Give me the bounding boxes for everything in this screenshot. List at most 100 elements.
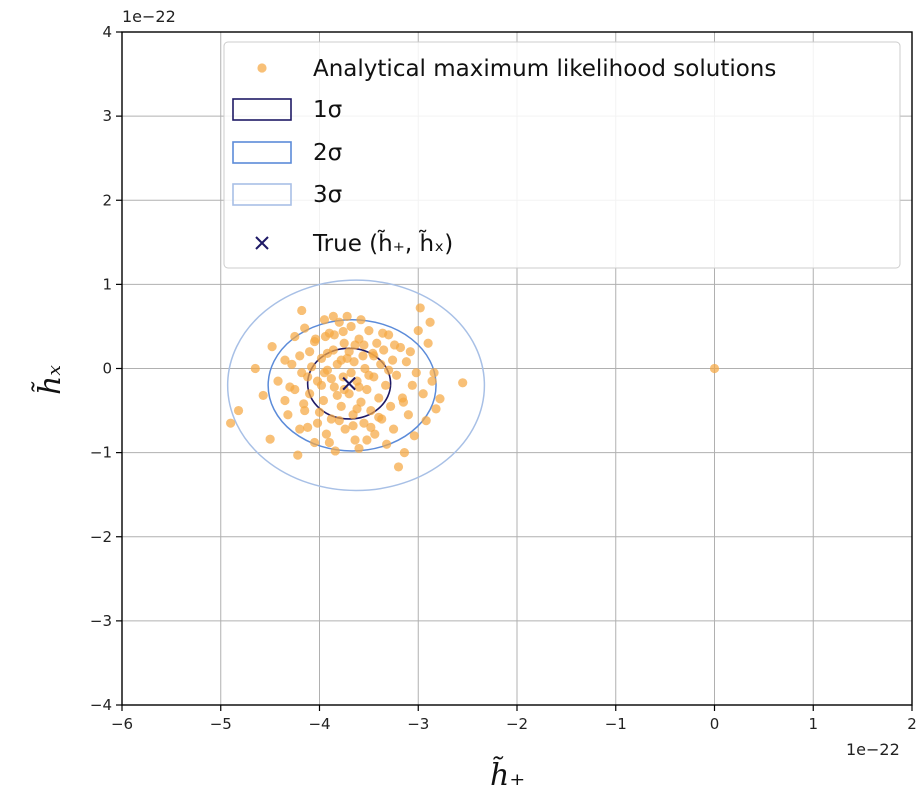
data-point <box>336 355 346 365</box>
data-point <box>305 389 315 399</box>
data-point <box>283 410 293 420</box>
data-point <box>427 376 437 386</box>
data-point <box>370 429 380 439</box>
data-point <box>388 424 399 434</box>
data-point <box>356 397 366 407</box>
legend-label: Analytical maximum likelihood solutions <box>313 56 776 82</box>
y-tick-label: −4 <box>90 696 112 714</box>
data-point <box>334 416 344 426</box>
data-point <box>265 434 275 444</box>
data-point <box>348 421 358 431</box>
data-point <box>346 321 356 332</box>
data-point <box>415 303 425 313</box>
x-tick-label: −3 <box>407 715 429 733</box>
data-point <box>359 418 369 428</box>
data-point <box>320 331 331 342</box>
x-scale-label: 1e−22 <box>846 740 900 759</box>
data-point <box>305 347 315 357</box>
y-tick-label: 4 <box>102 23 112 41</box>
data-point <box>332 390 342 401</box>
data-point <box>382 439 392 449</box>
data-point <box>399 448 410 458</box>
data-point <box>226 418 236 428</box>
legend-item: 2σ <box>232 140 342 166</box>
legend-marker-dot <box>257 63 267 73</box>
y-tick-label: 1 <box>102 275 112 293</box>
data-point <box>293 450 303 460</box>
data-point <box>287 359 297 369</box>
ticks: −6 −5 −4 −3 −2 −1 0 1 2 −4 −3 −2 −1 0 1 2 3 4 <box>90 23 916 733</box>
data-point <box>376 359 386 369</box>
data-point <box>391 370 402 380</box>
data-point <box>340 424 350 434</box>
data-point <box>374 393 384 403</box>
data-point <box>314 407 325 417</box>
y-tick-label: −1 <box>90 444 112 462</box>
data-point <box>352 404 362 414</box>
data-point <box>393 462 404 472</box>
data-point <box>431 404 441 414</box>
data-point <box>349 357 359 367</box>
data-point <box>344 347 354 357</box>
true-point-cross <box>342 376 356 391</box>
data-point <box>401 357 411 367</box>
data-point <box>709 363 720 374</box>
y-tick-label: 0 <box>102 360 112 378</box>
data-point <box>303 372 313 382</box>
data-point <box>372 338 382 348</box>
data-point <box>300 323 310 333</box>
legend-item: 3σ <box>232 182 342 208</box>
data-point <box>374 412 384 422</box>
data-point <box>299 399 309 409</box>
data-point <box>233 405 244 416</box>
data-point <box>356 315 366 325</box>
data-point <box>329 330 339 340</box>
data-point <box>366 422 376 432</box>
data-point <box>354 443 364 454</box>
data-point <box>350 340 360 350</box>
data-point <box>405 347 415 357</box>
data-point <box>290 384 300 395</box>
data-point <box>318 395 329 406</box>
data-point <box>407 380 417 390</box>
y-tick-label: 3 <box>102 107 112 125</box>
true-cross-stroke <box>342 376 356 391</box>
data-point <box>369 351 379 361</box>
data-point <box>421 416 431 426</box>
data-point <box>350 435 360 445</box>
data-point <box>295 424 305 434</box>
data-point <box>339 338 349 348</box>
data-point <box>319 315 330 325</box>
data-point <box>300 405 310 416</box>
data-points <box>226 303 720 472</box>
y-tick-label: −2 <box>90 528 112 546</box>
x-tick-label: −6 <box>111 715 133 733</box>
data-point <box>328 311 338 321</box>
data-point <box>319 368 330 378</box>
y-tick-label: −3 <box>90 612 112 630</box>
y-scale-label: 1e−22 <box>122 7 176 26</box>
legend-marker-cross <box>255 236 269 250</box>
data-point <box>364 370 374 380</box>
data-point <box>346 368 356 378</box>
data-point <box>366 405 376 416</box>
data-point <box>389 340 400 350</box>
data-point <box>411 368 421 378</box>
data-point <box>418 389 428 399</box>
data-point <box>316 380 327 390</box>
x-tick-label: −5 <box>210 715 232 733</box>
legend-box <box>223 41 901 269</box>
data-point <box>303 422 313 432</box>
data-point <box>398 397 409 407</box>
legend-label: 3σ <box>313 182 342 208</box>
legend-marker-box <box>232 98 292 121</box>
y-tick-label: 2 <box>102 191 112 209</box>
data-point <box>309 336 320 347</box>
legend-item: Analytical maximum likelihood solutions <box>257 56 776 82</box>
data-point <box>413 326 423 336</box>
data-point <box>321 429 332 439</box>
data-point <box>403 410 413 420</box>
data-point <box>307 362 317 372</box>
legend: Analytical maximum likelihood solutions 1… <box>223 41 901 269</box>
